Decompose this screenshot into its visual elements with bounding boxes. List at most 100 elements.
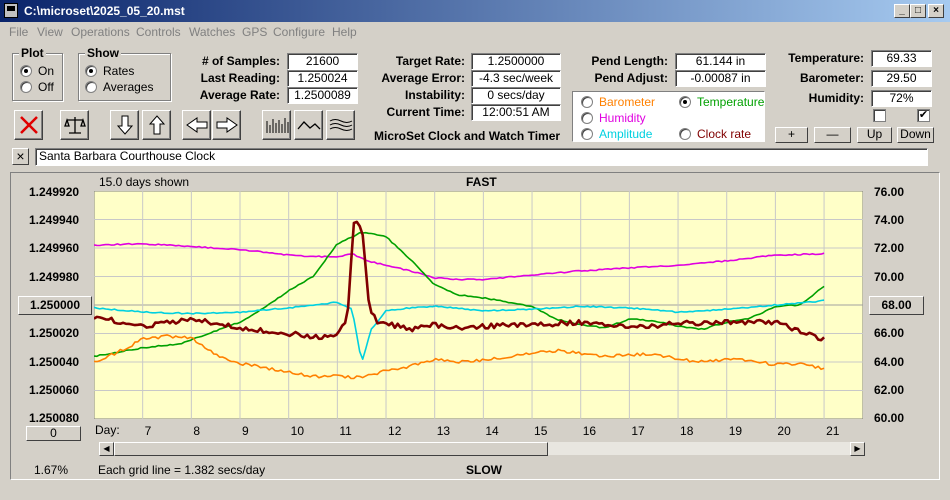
zero-button[interactable]: 0 [26,426,81,441]
app-icon[interactable] [4,3,18,18]
x-tick-label: 10 [290,424,305,438]
scroll-right-arrow-icon[interactable]: ▶ [850,442,865,456]
close-window-button[interactable]: × [928,4,944,18]
y-left-tick: 1.249940 [29,213,80,227]
scroll-thumb[interactable] [114,442,548,456]
right-center-button[interactable]: 68.00 [869,296,924,315]
series-legend-box: Barometer Temperature Humidity Amplitude… [572,91,765,142]
checkbox-1[interactable] [873,109,886,122]
menu-gps[interactable]: GPS [242,25,268,39]
show-rates-label: Rates [103,64,135,78]
plot-group: Plot [12,46,63,101]
radio-off-icon [581,96,593,108]
arrow-down-icon [116,115,133,135]
description-field[interactable]: Santa Barbara Courthouse Clock [35,148,928,166]
plot-off-radio[interactable]: Off [20,80,54,94]
checkbox-2[interactable]: ✔ [917,109,930,122]
average-rate-label: Average Rate: [199,88,280,102]
x-tick-label: 8 [193,424,201,438]
menu-operations[interactable]: Operations [71,25,130,39]
multi-wave-button[interactable] [326,110,355,140]
menu-bar: File View Operations Controls Watches GP… [0,22,950,42]
scroll-left-arrow-icon[interactable]: ◀ [99,442,114,456]
x-tick-label: 11 [339,424,352,438]
plot-on-radio[interactable]: On [20,64,54,78]
plot-on-label: On [38,64,55,78]
barometer-field: 29.50 [871,70,932,87]
radio-on-icon [679,96,691,108]
x-tick-label: 12 [388,424,402,438]
legend-humidity[interactable]: Humidity [581,111,646,125]
legend-temperature-label: Temperature [697,95,765,109]
instability-field: 0 secs/day [471,87,561,104]
menu-controls[interactable]: Controls [136,25,181,39]
show-averages-label: Averages [103,80,154,94]
horizontal-scrollbar[interactable]: ◀ ▶ [98,441,866,456]
y-right-tick: 60.00 [874,411,905,425]
barometer-label: Barometer: [799,71,864,85]
x-tick-label: 13 [436,424,451,438]
series-line-amplitude [94,299,825,360]
x-axis-label: Day: [95,423,120,437]
x-tick-label: 7 [144,424,152,438]
multi-wave-icon [329,119,352,131]
down-button[interactable]: Down [897,127,934,143]
y-right-tick: 64.00 [874,355,905,369]
x-tick-label: 9 [242,424,249,438]
minimize-button[interactable]: _ [894,4,910,18]
legend-barometer[interactable]: Barometer [581,95,655,109]
legend-amplitude[interactable]: Amplitude [581,127,652,141]
up-arrow-button[interactable] [142,110,171,140]
radio-off-icon [20,81,32,93]
legend-temperature[interactable]: Temperature [679,95,764,109]
pend-length-field: 61.144 in [675,53,766,70]
clear-button[interactable] [14,110,43,140]
legend-humidity-label: Humidity [599,111,646,125]
down-arrow-button[interactable] [110,110,139,140]
menu-configure[interactable]: Configure [273,25,326,39]
menu-help[interactable]: Help [332,25,357,39]
show-rates-radio[interactable]: Rates [85,64,134,78]
right-arrow-button[interactable] [212,110,241,140]
radio-on-icon [85,65,97,77]
y-right-tick: 74.00 [874,213,905,227]
y-right-tick: 66.00 [874,326,905,340]
x-tick-label: 17 [631,424,645,438]
radio-off-icon [581,112,593,124]
pend-adjust-field: -0.00087 in [675,70,766,87]
slow-label: SLOW [466,463,502,477]
y-right-tick: 72.00 [874,241,905,255]
bar-graph-button[interactable] [262,110,291,140]
y-left-tick: 1.249960 [29,241,80,255]
description-close-button[interactable]: × [12,148,29,165]
bar-graph-icon [266,118,288,133]
y-left-tick: 1.249920 [29,185,80,199]
menu-file[interactable]: File [9,25,29,39]
plot-area[interactable] [94,191,863,419]
left-arrow-button[interactable] [182,110,211,140]
menu-view[interactable]: View [37,25,63,39]
x-tick-label: 15 [534,424,548,438]
show-averages-radio[interactable]: Averages [85,80,153,94]
current-time-field: 12:00:51 AM [471,104,561,121]
x-tick-label: 20 [777,424,791,438]
days-shown-label: 15.0 days shown [99,175,190,189]
samples-label: # of Samples: [201,54,280,68]
y-left-tick: 1.250060 [29,383,80,397]
left-center-button[interactable]: 1.250000 [18,296,92,315]
minus-button[interactable]: — [814,127,851,143]
wave-button[interactable] [294,110,323,140]
legend-clock-rate[interactable]: Clock rate [679,127,751,141]
up-button[interactable]: Up [857,127,892,143]
app-name: MicroSet Clock and Watch Timer [374,129,561,143]
radio-off-icon [85,81,97,93]
maximize-button[interactable]: □ [910,4,926,18]
show-group-title: Show [85,46,121,60]
series-line-temperature [94,231,825,358]
arrow-right-icon [216,117,238,133]
balance-button[interactable] [60,110,89,140]
series-line-humidity [94,242,825,281]
menu-watches[interactable]: Watches [189,25,236,39]
chart-panel [10,172,940,480]
plus-button[interactable]: + [775,127,808,143]
